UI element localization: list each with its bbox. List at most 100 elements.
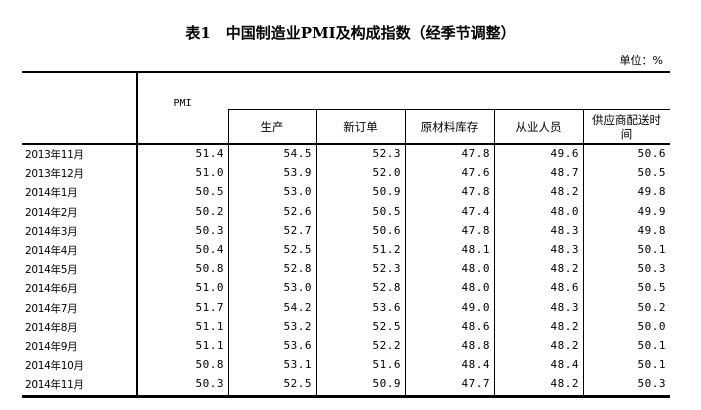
- cell-value: 52.3: [372, 147, 401, 160]
- cell-value: 51.1: [195, 339, 224, 352]
- cell-value: 48.3: [550, 300, 579, 314]
- column-divider: [316, 110, 317, 395]
- cell-value: 47.8: [461, 147, 490, 160]
- row-label: 2014年1月: [25, 187, 78, 200]
- column-divider: [405, 110, 406, 395]
- table-row: 2014年1月 50.5 53.0 50.9 47.8 48.2 49.8: [22, 183, 670, 202]
- cell-value: 48.1: [461, 243, 490, 256]
- row-label: 2014年3月: [25, 225, 78, 238]
- row-label: 2014年6月: [25, 283, 78, 296]
- cell-value: 50.9: [372, 377, 401, 391]
- cell-value: 49.9: [637, 204, 666, 218]
- cell-value: 52.7: [283, 223, 312, 237]
- cell-value: 48.2: [550, 262, 579, 276]
- cell-value: 50.0: [637, 319, 666, 333]
- row-label: 2014年2月: [25, 206, 78, 219]
- cell-value: 47.8: [461, 185, 490, 199]
- table-row: 2013年12月 51.0 53.9 52.0 47.6 48.7 50.5: [22, 164, 670, 183]
- cell-value: 50.5: [372, 204, 401, 218]
- cell-value: 53.1: [283, 358, 312, 372]
- cell-value: 47.8: [461, 223, 490, 237]
- table-title: 表1 中国制造业PMI及构成指数（经季节调整）: [185, 24, 516, 42]
- cell-value: 52.3: [372, 262, 401, 276]
- header-subcolumn: 从业人员: [515, 119, 562, 134]
- cell-value: 49.8: [637, 185, 666, 199]
- header-rule: [22, 143, 670, 145]
- row-label: 2014年8月: [25, 321, 78, 334]
- cell-value: 49.6: [550, 147, 579, 160]
- table-row: 2014年3月 50.3 52.7 50.6 47.8 48.3 49.8: [22, 222, 670, 241]
- cell-value: 52.5: [283, 243, 312, 256]
- subheader-rule: [228, 109, 670, 110]
- cell-value: 50.9: [372, 185, 401, 199]
- column-divider: [583, 110, 584, 395]
- row-label: 2014年11月: [25, 379, 84, 392]
- table-row: 2014年10月 50.8 53.1 51.6 48.4 48.4 50.1: [22, 356, 670, 375]
- cell-value: 52.5: [283, 377, 312, 391]
- cell-value: 48.0: [461, 262, 490, 276]
- cell-value: 53.6: [372, 300, 401, 314]
- cell-value: 50.8: [195, 262, 224, 276]
- cell-value: 48.2: [550, 339, 579, 352]
- cell-value: 53.6: [283, 339, 312, 352]
- header-subcolumn: 原材料库存: [420, 119, 479, 134]
- cell-value: 48.3: [550, 223, 579, 237]
- header-subcolumn: 生产: [260, 119, 284, 134]
- cell-value: 51.7: [195, 300, 224, 314]
- header-pmi: PMI: [173, 98, 192, 109]
- cell-value: 48.2: [550, 185, 579, 199]
- cell-value: 53.2: [283, 319, 312, 333]
- row-label: 2013年11月: [25, 149, 84, 161]
- cell-value: 50.1: [637, 243, 666, 256]
- table-row: 2014年2月 50.2 52.6 50.5 47.4 48.0 49.9: [22, 203, 670, 222]
- cell-value: 54.2: [283, 300, 312, 314]
- table-row: 2014年8月 51.1 53.2 52.5 48.6 48.2 50.0: [22, 318, 670, 337]
- cell-value: 51.0: [195, 281, 224, 295]
- cell-value: 48.3: [550, 243, 579, 256]
- cell-value: 53.0: [283, 281, 312, 295]
- cell-value: 48.7: [550, 166, 579, 180]
- cell-value: 54.5: [283, 147, 312, 160]
- column-divider: [228, 110, 229, 395]
- cell-value: 50.1: [637, 358, 666, 372]
- cell-value: 50.6: [637, 147, 666, 160]
- cell-value: 50.8: [195, 358, 224, 372]
- unit-label: 单位：%: [619, 54, 663, 67]
- row-label: 2013年12月: [25, 168, 84, 181]
- cell-value: 48.0: [550, 204, 579, 218]
- row-label: 2014年5月: [25, 264, 78, 277]
- cell-value: 48.4: [461, 358, 490, 372]
- column-divider: [136, 73, 138, 395]
- cell-value: 50.3: [637, 377, 666, 391]
- bottom-rule: [22, 395, 670, 398]
- cell-value: 49.0: [461, 300, 490, 314]
- cell-value: 48.4: [550, 358, 579, 372]
- cell-value: 51.4: [195, 147, 224, 160]
- cell-value: 52.0: [372, 166, 401, 180]
- cell-value: 53.0: [283, 185, 312, 199]
- cell-value: 52.8: [372, 281, 401, 295]
- row-label: 2014年10月: [25, 360, 84, 373]
- cell-value: 50.4: [195, 243, 224, 256]
- cell-value: 47.7: [461, 377, 490, 391]
- cell-value: 51.6: [372, 358, 401, 372]
- cell-value: 50.3: [195, 377, 224, 391]
- cell-value: 48.2: [550, 377, 579, 391]
- table-row: 2014年5月 50.8 52.8 52.3 48.0 48.2 50.3: [22, 260, 670, 279]
- cell-value: 51.0: [195, 166, 224, 180]
- cell-value: 52.2: [372, 339, 401, 352]
- cell-value: 47.6: [461, 166, 490, 180]
- cell-value: 52.5: [372, 319, 401, 333]
- top-rule: [22, 71, 670, 73]
- cell-value: 49.8: [637, 223, 666, 237]
- header-subcolumn: 供应商配送时间: [592, 112, 661, 141]
- cell-value: 48.2: [550, 319, 579, 333]
- cell-value: 50.2: [195, 204, 224, 218]
- table-row: 2014年9月 51.1 53.6 52.2 48.8 48.2 50.1: [22, 337, 670, 356]
- cell-value: 50.3: [195, 223, 224, 237]
- cell-value: 50.5: [195, 185, 224, 199]
- column-divider: [494, 110, 495, 395]
- cell-value: 50.3: [637, 262, 666, 276]
- table-row: 2014年7月 51.7 54.2 53.6 49.0 48.3 50.2: [22, 299, 670, 318]
- header-subcolumn: 新订单: [343, 119, 378, 134]
